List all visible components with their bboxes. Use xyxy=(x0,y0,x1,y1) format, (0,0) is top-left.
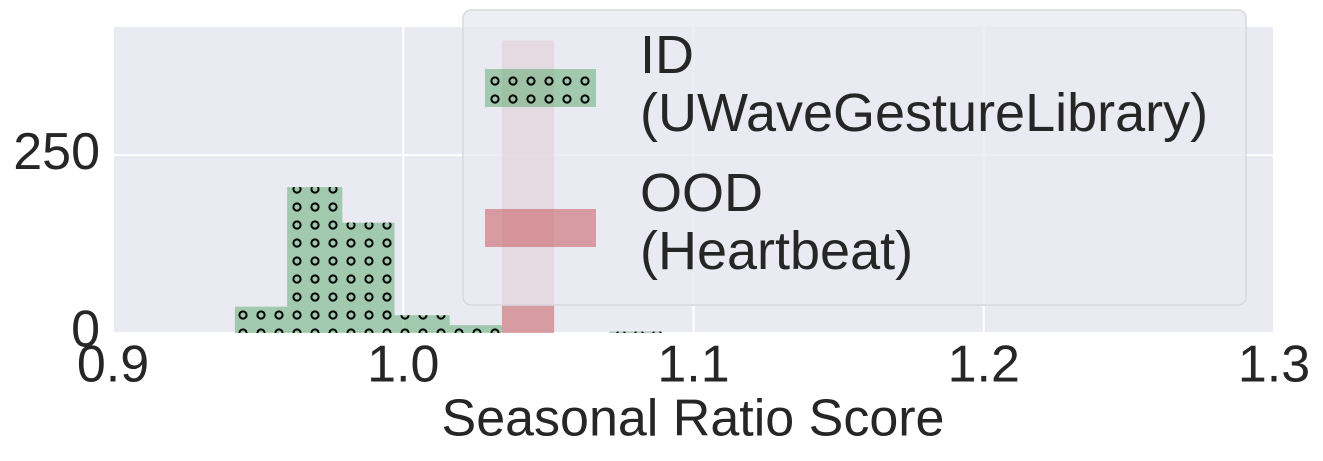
x-tick-label: 1.1 xyxy=(657,336,729,394)
histogram-hatch xyxy=(287,187,343,333)
x-tick-label: 1.3 xyxy=(1238,336,1310,394)
legend-label: ID (UWaveGestureLibrary) xyxy=(640,25,1209,143)
histogram-hatch xyxy=(342,222,395,333)
x-axis-label: Seasonal Ratio Score xyxy=(442,390,945,448)
x-tick-label: 1.0 xyxy=(367,336,439,394)
x-tick-label: 1.2 xyxy=(948,336,1020,394)
legend-label: OOD (Heartbeat) xyxy=(640,163,914,281)
legend-handle xyxy=(485,209,596,247)
histogram-hatch xyxy=(609,331,662,333)
y-tick-label: 250 xyxy=(13,123,100,181)
legend-hatch xyxy=(485,69,596,107)
x-tick-label: 0.9 xyxy=(77,336,149,394)
y-tick-label: 0 xyxy=(71,301,100,359)
histogram-hatch xyxy=(394,315,450,333)
histogram-hatch xyxy=(234,306,288,333)
histogram-hatch xyxy=(449,325,502,333)
legend-frame xyxy=(462,9,1247,306)
